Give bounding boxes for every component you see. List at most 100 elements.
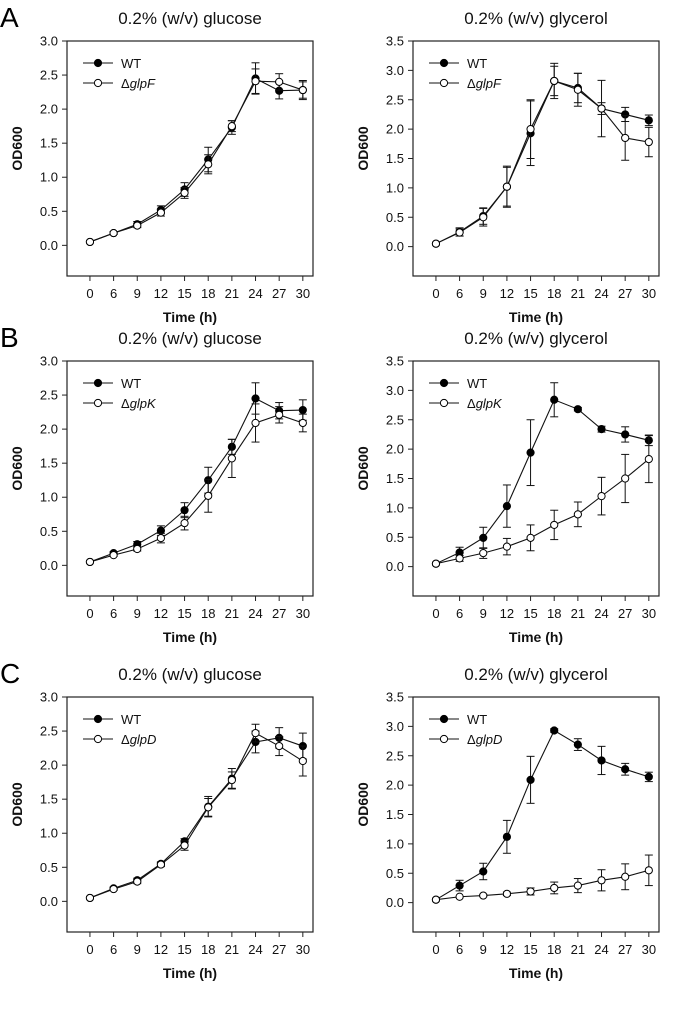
data-point xyxy=(479,533,488,542)
data-point xyxy=(275,410,284,419)
data-point xyxy=(479,213,488,222)
data-point xyxy=(644,137,653,147)
x-tick-label: 12 xyxy=(154,606,168,621)
y-tick-label: 2.0 xyxy=(40,422,58,437)
x-axis-label: Time (h) xyxy=(163,629,217,645)
x-tick-label: 12 xyxy=(500,942,514,957)
data-point xyxy=(573,405,582,414)
plot-title: 0.2% (w/v) glycerol xyxy=(464,329,608,348)
y-tick-label: 3.0 xyxy=(386,383,404,398)
data-point xyxy=(251,729,260,738)
data-point xyxy=(109,228,118,238)
series-line xyxy=(435,399,649,565)
x-tick-label: 18 xyxy=(201,286,215,301)
x-tick-label: 0 xyxy=(86,942,93,957)
data-point xyxy=(526,533,535,542)
x-axis-label: Time (h) xyxy=(509,965,563,981)
series-mutant xyxy=(85,403,307,567)
legend-marker xyxy=(439,398,449,408)
x-tick-label: 9 xyxy=(134,606,141,621)
series-line xyxy=(435,80,649,245)
data-point xyxy=(550,395,559,404)
x-tick-label: 12 xyxy=(154,286,168,301)
x-tick-label: 30 xyxy=(296,942,310,957)
series-wt xyxy=(431,726,653,904)
data-point xyxy=(573,881,582,890)
data-point xyxy=(156,860,166,869)
data-point xyxy=(573,85,582,94)
plot-title: 0.2% (w/v) glucose xyxy=(118,9,262,28)
data-point xyxy=(644,866,653,875)
legend-marker xyxy=(93,714,103,724)
data-point xyxy=(133,221,142,230)
plot-title: 0.2% (w/v) glucose xyxy=(118,329,262,348)
x-tick-label: 21 xyxy=(225,942,239,957)
y-tick-label: 3.0 xyxy=(40,34,58,49)
series-line xyxy=(435,458,650,565)
x-tick-label: 24 xyxy=(594,942,608,957)
data-point xyxy=(431,239,441,248)
x-tick-label: 12 xyxy=(500,286,514,301)
y-tick-label: 2.5 xyxy=(40,68,58,83)
data-point xyxy=(597,104,606,113)
x-tick-label: 18 xyxy=(547,942,561,957)
data-point xyxy=(573,510,582,519)
legend-marker xyxy=(439,378,449,388)
y-axis-label: OD600 xyxy=(9,446,25,491)
data-point xyxy=(85,893,95,903)
legend-label: ΔglpD xyxy=(121,732,156,747)
data-point xyxy=(204,160,213,169)
y-axis-label: OD600 xyxy=(355,446,371,491)
x-tick-label: 18 xyxy=(547,286,561,301)
series-line xyxy=(89,414,304,563)
data-point xyxy=(180,506,189,515)
data-point xyxy=(455,892,464,901)
data-point xyxy=(251,77,260,86)
data-point xyxy=(597,756,606,765)
y-tick-label: 1.0 xyxy=(386,180,404,195)
x-tick-label: 6 xyxy=(456,286,463,301)
series-line xyxy=(89,397,303,563)
data-point xyxy=(644,455,653,464)
x-tick-label: 30 xyxy=(296,606,310,621)
y-tick-label: 1.5 xyxy=(40,456,58,471)
x-tick-label: 24 xyxy=(594,286,608,301)
x-tick-label: 24 xyxy=(594,606,608,621)
data-point xyxy=(227,454,236,463)
y-tick-label: 3.0 xyxy=(386,719,404,734)
data-point xyxy=(502,832,512,841)
data-point xyxy=(597,492,606,501)
x-tick-label: 30 xyxy=(642,606,656,621)
x-tick-label: 6 xyxy=(456,942,463,957)
series-mutant xyxy=(85,68,307,247)
y-tick-label: 2.5 xyxy=(386,412,404,427)
y-tick-label: 3.5 xyxy=(386,690,404,705)
data-point xyxy=(550,726,559,735)
y-tick-label: 1.0 xyxy=(40,170,58,185)
plot-frame xyxy=(66,360,314,597)
series-wt xyxy=(431,62,653,248)
x-tick-label: 12 xyxy=(500,606,514,621)
data-point xyxy=(644,772,653,782)
legend-marker xyxy=(439,734,449,744)
y-tick-label: 1.5 xyxy=(40,792,58,807)
subplot-5: C 0.2% (w/v) glucose 0.0 0.5 1.0 1.5 2.0 2.5 3.0… xyxy=(0,658,314,981)
x-tick-label: 9 xyxy=(480,942,487,957)
x-tick-label: 24 xyxy=(248,606,262,621)
data-point xyxy=(621,430,630,439)
legend-marker xyxy=(439,714,449,724)
data-point xyxy=(550,76,559,86)
plot-frame xyxy=(412,696,660,933)
y-tick-label: 3.5 xyxy=(386,34,404,49)
plot-frame xyxy=(66,696,314,933)
y-tick-label: 2.5 xyxy=(40,388,58,403)
plot-frame xyxy=(412,40,660,277)
x-axis-label: Time (h) xyxy=(509,629,563,645)
x-tick-label: 0 xyxy=(86,286,93,301)
series-line xyxy=(435,869,649,901)
data-point xyxy=(621,765,630,774)
data-point xyxy=(298,85,307,95)
data-point xyxy=(526,125,535,134)
panel-letter: C xyxy=(0,658,20,689)
